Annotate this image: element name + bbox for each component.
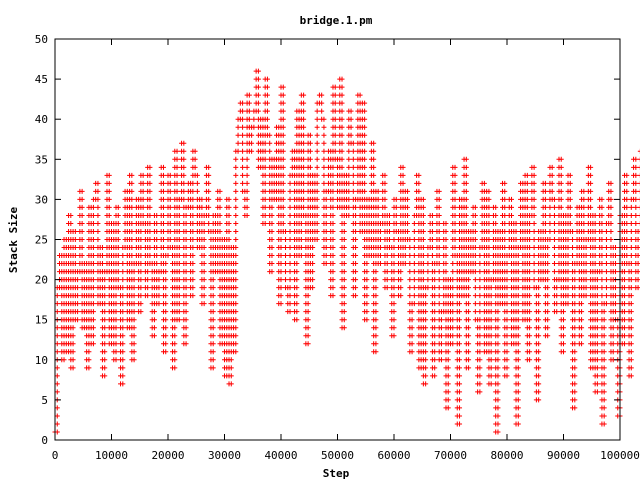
data-point [131, 261, 137, 363]
data-point [572, 261, 578, 411]
x-tick-label: 100000 [600, 449, 640, 462]
y-tick-label: 30 [35, 193, 48, 206]
y-tick-label: 10 [35, 354, 48, 367]
data-point [477, 245, 483, 395]
data-point [102, 269, 108, 379]
data-point [233, 148, 239, 355]
data-point [251, 108, 257, 130]
y-tick-label: 25 [35, 234, 48, 247]
data-point [411, 212, 417, 307]
y-tick-label: 20 [35, 274, 48, 287]
data-point [206, 164, 212, 234]
y-tick-label: 0 [41, 434, 48, 447]
y-tick-label: 5 [41, 394, 48, 407]
data-points [52, 68, 640, 435]
y-tick-label: 35 [35, 153, 48, 166]
y-tick-label: 50 [35, 33, 48, 46]
chart-title: bridge.1.pm [300, 14, 373, 27]
x-tick-label: 60000 [377, 449, 410, 462]
data-point [314, 100, 320, 242]
data-point [323, 188, 329, 267]
data-point [488, 277, 494, 387]
data-point [287, 172, 293, 315]
data-point [432, 261, 438, 379]
x-tick-label: 0 [52, 449, 59, 462]
y-tick-label: 45 [35, 73, 48, 86]
data-point [527, 212, 533, 363]
data-point [594, 269, 600, 395]
data-point [423, 285, 429, 387]
y-tick-label: 40 [35, 113, 48, 126]
x-tick-label: 20000 [151, 449, 184, 462]
data-point [545, 237, 551, 339]
data-point [515, 245, 521, 427]
data-point [628, 196, 634, 379]
x-tick-label: 50000 [321, 449, 354, 462]
data-point [120, 245, 126, 387]
x-axis-label: Step [323, 467, 350, 480]
x-tick-label: 30000 [208, 449, 241, 462]
data-point [504, 253, 510, 379]
data-point [176, 196, 182, 323]
x-tick-label: 80000 [490, 449, 523, 462]
data-point [183, 204, 189, 347]
y-axis-label: Stack Size [7, 207, 20, 274]
x-axis-ticks: 0 10000 20000 30000 40000 50000 60000 70000 8000… [52, 39, 640, 462]
x-tick-label: 90000 [547, 449, 580, 462]
y-tick-label: 15 [35, 314, 48, 327]
data-point [353, 196, 359, 299]
data-point [601, 301, 607, 427]
data-point [603, 220, 609, 307]
y-axis-ticks: 0 5 10 15 20 25 30 35 40 45 50 [35, 33, 620, 447]
data-point [201, 212, 207, 307]
data-point [163, 253, 169, 355]
x-tick-label: 40000 [264, 449, 297, 462]
x-tick-label: 70000 [434, 449, 467, 462]
data-point [90, 196, 96, 347]
x-tick-label: 10000 [95, 449, 128, 462]
